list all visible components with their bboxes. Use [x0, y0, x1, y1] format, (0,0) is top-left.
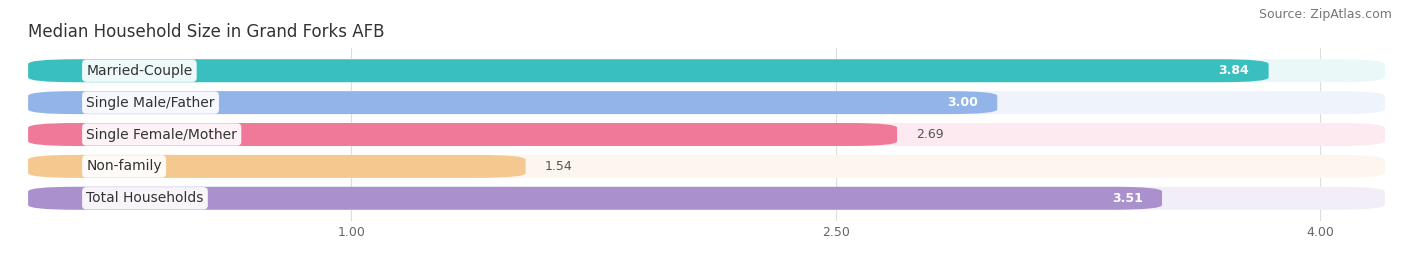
Text: Total Households: Total Households [86, 191, 204, 205]
FancyBboxPatch shape [28, 187, 1161, 210]
Text: Median Household Size in Grand Forks AFB: Median Household Size in Grand Forks AFB [28, 23, 385, 41]
Text: Married-Couple: Married-Couple [86, 64, 193, 78]
FancyBboxPatch shape [28, 91, 1385, 114]
FancyBboxPatch shape [28, 123, 897, 146]
FancyBboxPatch shape [28, 59, 1385, 82]
Text: 3.84: 3.84 [1219, 64, 1250, 77]
Text: Single Male/Father: Single Male/Father [86, 95, 215, 110]
Text: 1.54: 1.54 [546, 160, 572, 173]
FancyBboxPatch shape [28, 155, 1385, 178]
FancyBboxPatch shape [28, 59, 1268, 82]
Text: Single Female/Mother: Single Female/Mother [86, 128, 238, 141]
Text: 2.69: 2.69 [917, 128, 943, 141]
Text: Non-family: Non-family [86, 159, 162, 174]
Text: 3.00: 3.00 [948, 96, 979, 109]
FancyBboxPatch shape [28, 155, 526, 178]
FancyBboxPatch shape [28, 91, 997, 114]
FancyBboxPatch shape [28, 187, 1385, 210]
Text: Source: ZipAtlas.com: Source: ZipAtlas.com [1258, 8, 1392, 21]
Text: 3.51: 3.51 [1112, 192, 1143, 205]
FancyBboxPatch shape [28, 123, 1385, 146]
